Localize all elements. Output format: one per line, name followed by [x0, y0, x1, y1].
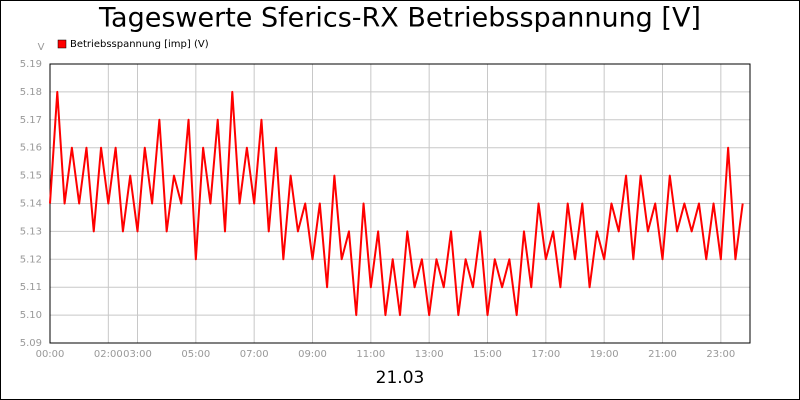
x-tick-label: 23:00 [706, 349, 735, 360]
y-tick-label: 5.16 [20, 143, 42, 154]
y-tick-label: 5.10 [20, 310, 42, 321]
y-tick-label: 5.09 [20, 338, 42, 349]
x-tick-label: 15:00 [473, 349, 502, 360]
x-tick-label: 17:00 [531, 349, 560, 360]
y-tick-label: 5.12 [20, 254, 42, 265]
chart-title: Tageswerte Sferics-RX Betriebsspannung [… [98, 3, 701, 34]
x-tick-label: 11:00 [356, 349, 385, 360]
x-tick-label: 07:00 [240, 349, 269, 360]
x-tick-label: 13:00 [415, 349, 444, 360]
x-tick-label: 02:00 [94, 349, 123, 360]
y-tick-label: 5.13 [20, 226, 42, 237]
legend-swatch [57, 39, 67, 49]
legend-label: Betriebsspannung [imp] (V) [70, 39, 209, 50]
y-tick-label: 5.18 [20, 87, 42, 98]
y-tick-label: 5.17 [20, 115, 42, 126]
y-tick-label: 5.14 [20, 199, 42, 210]
x-tick-label: 09:00 [298, 349, 327, 360]
x-tick-label: 19:00 [590, 349, 619, 360]
x-tick-label: 05:00 [181, 349, 210, 360]
y-tick-label: 5.11 [20, 282, 42, 293]
x-tick-label: 03:00 [123, 349, 152, 360]
y-axis-label: V [38, 42, 45, 53]
x-tick-label: 21:00 [648, 349, 677, 360]
y-tick-label: 5.19 [20, 59, 42, 70]
x-axis-label: 21.03 [376, 368, 425, 388]
x-tick-label: 00:00 [36, 349, 65, 360]
y-tick-label: 5.15 [20, 171, 42, 182]
data-line [49, 90, 744, 317]
